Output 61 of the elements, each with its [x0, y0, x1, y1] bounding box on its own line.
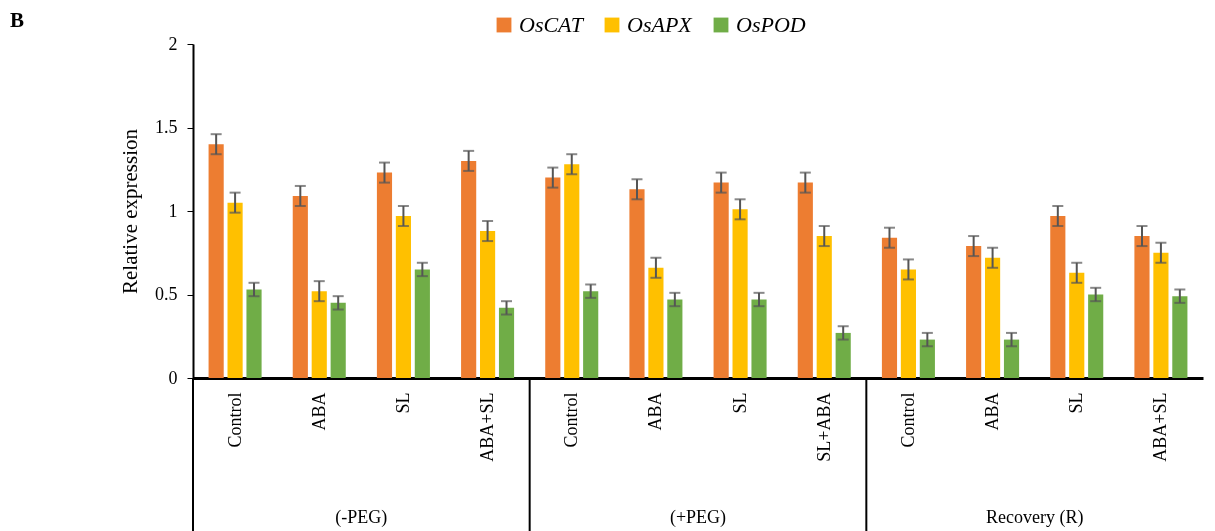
bar: [919, 339, 935, 378]
bar: [461, 160, 477, 378]
legend-label: OsPOD: [736, 12, 806, 37]
bar: [966, 246, 982, 378]
y-tick-label: 0: [168, 367, 178, 388]
bar: [564, 164, 580, 378]
bar: [376, 172, 393, 378]
bar: [1134, 236, 1150, 378]
bar: [1069, 272, 1085, 378]
bar: [292, 195, 308, 378]
text: Recovery (R): [985, 507, 1084, 528]
legend-label: OsAPX: [627, 12, 694, 37]
x-tick-label: ABA+SL: [1150, 392, 1171, 462]
bar: [751, 299, 767, 378]
bar: [629, 189, 645, 378]
bar: [667, 299, 683, 378]
bar: [648, 267, 664, 378]
x-tick-label: Control: [224, 392, 245, 448]
x-tick-label: ABA+SL: [477, 392, 498, 462]
bar: [1050, 216, 1066, 378]
x-tick-label: ABA: [982, 392, 1003, 431]
x-tick-label: ABA: [645, 392, 666, 431]
bar: [900, 269, 916, 378]
bar: [208, 144, 224, 378]
bar: [732, 209, 748, 378]
y-axis-title: Relative expression: [118, 128, 142, 295]
bar: [246, 289, 262, 378]
x-tick-label: SL: [1066, 392, 1087, 414]
x-tick-label: SL: [729, 392, 750, 414]
bar: [330, 302, 346, 378]
x-tick-label: Control: [561, 392, 582, 448]
bar: [395, 216, 411, 378]
bar: [414, 269, 430, 378]
bar: [1172, 296, 1188, 378]
x-tick-label: Control: [897, 392, 918, 448]
text: (+PEG): [669, 507, 727, 528]
bar: [835, 332, 851, 378]
bar: [227, 202, 243, 378]
bar: [1153, 252, 1169, 378]
bar: [881, 237, 898, 378]
bar: [583, 291, 599, 378]
bar: [545, 177, 561, 378]
bar: [498, 307, 515, 378]
x-tick-label: ABA: [308, 392, 329, 431]
text: B: [10, 8, 25, 32]
y-tick-label: 1: [168, 200, 178, 221]
y-tick-label: 0.5: [155, 284, 178, 304]
y-tick-label: 2: [168, 33, 178, 54]
bar: [713, 182, 729, 378]
bar: [985, 257, 1001, 378]
x-tick-label: SL: [392, 392, 413, 414]
bar: [1003, 339, 1020, 378]
bar: [480, 231, 496, 378]
legend-label: OsCAT: [519, 12, 585, 37]
bar: [797, 182, 813, 378]
bar: [311, 291, 327, 378]
y-tick-label: 1.5: [155, 117, 178, 137]
bar: [1088, 294, 1104, 378]
text: (-PEG): [335, 507, 388, 528]
x-tick-label: SL+ABA: [813, 392, 834, 462]
bar: [816, 236, 832, 378]
